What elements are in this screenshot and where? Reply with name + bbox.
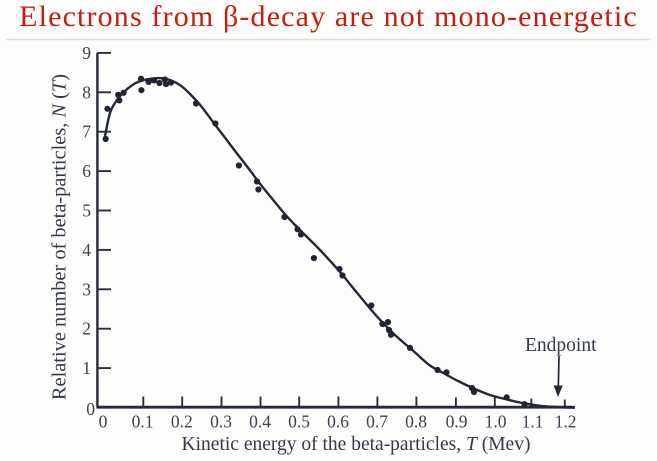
svg-text:1.2: 1.2: [555, 412, 577, 432]
svg-text:1.1: 1.1: [522, 412, 544, 432]
svg-text:1: 1: [82, 358, 91, 378]
svg-text:Endpoint: Endpoint: [525, 335, 597, 356]
svg-text:0.8: 0.8: [405, 412, 427, 432]
svg-text:0.6: 0.6: [327, 412, 349, 432]
svg-text:0.1: 0.1: [132, 412, 154, 432]
svg-text:0.9: 0.9: [446, 412, 468, 432]
svg-text:0: 0: [86, 399, 95, 419]
svg-text:5: 5: [82, 201, 91, 221]
svg-text:3: 3: [82, 279, 91, 299]
svg-text:Kinetic energy of the beta-par: Kinetic energy of the beta-particles, T …: [182, 434, 531, 455]
svg-text:1.0: 1.0: [485, 412, 507, 432]
svg-text:7: 7: [82, 122, 91, 142]
svg-text:0.4: 0.4: [249, 412, 271, 432]
svg-text:0.2: 0.2: [171, 412, 193, 432]
svg-text:9: 9: [82, 43, 91, 63]
svg-text:8: 8: [82, 82, 91, 102]
svg-text:6: 6: [82, 161, 91, 181]
svg-text:Relative number of beta-partic: Relative number of beta-particles, N (T): [49, 74, 71, 400]
svg-text:0.3: 0.3: [210, 412, 232, 432]
svg-text:0: 0: [99, 412, 108, 432]
svg-text:0.7: 0.7: [366, 412, 388, 432]
svg-text:4: 4: [82, 240, 91, 260]
svg-text:2: 2: [82, 319, 91, 339]
svg-text:0.5: 0.5: [288, 412, 310, 432]
